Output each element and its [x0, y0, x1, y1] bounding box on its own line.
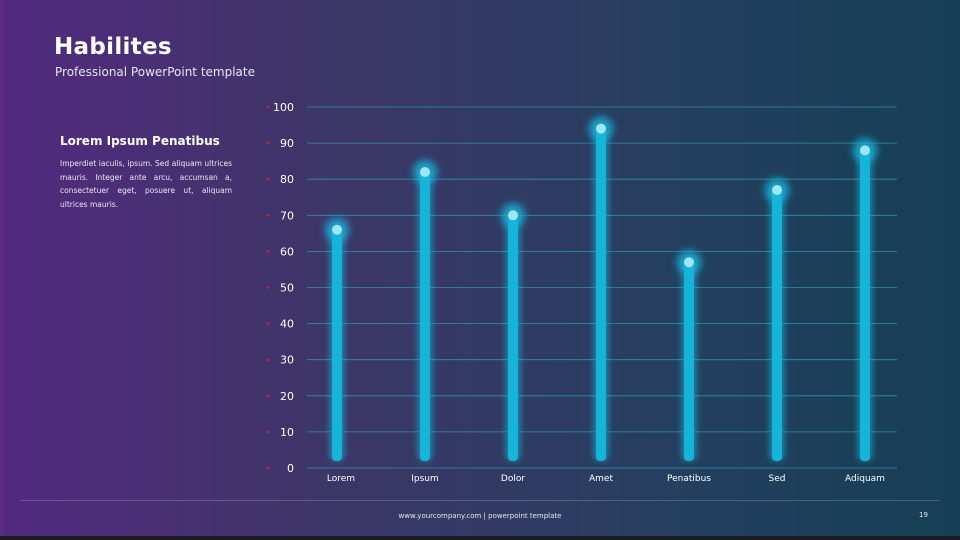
slide-title: Habilites: [54, 34, 172, 60]
y-tick-label: 10: [280, 426, 294, 439]
y-tick-label: 90: [280, 137, 294, 150]
x-tick-label: Lorem: [327, 474, 355, 484]
bar-dot: [772, 185, 782, 196]
bar: [684, 262, 694, 461]
x-tick-label: Dolor: [501, 474, 525, 484]
x-tick-label: Ipsum: [411, 474, 439, 484]
x-tick-label: Penatibus: [667, 474, 711, 484]
left-accent-strip: [0, 0, 4, 540]
bar-dot: [508, 210, 518, 221]
x-tick-label: Sed: [769, 474, 786, 484]
tick-marker-0: [266, 466, 270, 470]
bar: [508, 215, 518, 461]
tick-marker-100: [266, 105, 270, 109]
y-tick-label: 70: [280, 209, 294, 222]
tick-marker-40: [266, 322, 270, 325]
label-layer: 0 10 20 30 40 50 60 70 80 90 100 Lorem Ipsum Dolor Ame…: [273, 101, 885, 484]
grid-layer: [266, 105, 897, 470]
tick-marker-50: [266, 286, 270, 289]
tick-marker-90: [266, 141, 270, 145]
y-tick-label: 80: [280, 173, 294, 186]
bar-dot: [684, 257, 694, 268]
y-tick-label: 40: [280, 318, 294, 331]
y-tick-label: 30: [280, 354, 294, 367]
tick-marker-60: [266, 250, 270, 253]
tick-marker-70: [266, 214, 270, 217]
bar: [596, 128, 606, 461]
bar-dot: [420, 166, 430, 177]
x-tick-label: Amet: [589, 474, 613, 484]
bar: [332, 229, 342, 461]
side-body-text: Imperdiet iaculis, ipsum. Sed aliquam ul…: [60, 159, 232, 209]
tick-marker-30: [266, 358, 270, 362]
footer-text: www.yourcompany.com | powerpoint templat…: [398, 512, 562, 520]
bar: [772, 190, 782, 461]
y-tick-label: 60: [280, 245, 294, 258]
bar-dot: [596, 123, 606, 134]
tick-marker-10: [266, 430, 270, 434]
bar: [860, 150, 870, 461]
bar-dot: [332, 224, 342, 235]
tick-marker-20: [266, 394, 270, 398]
slide-subtitle: Professional PowerPoint template: [55, 65, 255, 79]
footer-divider: [20, 500, 940, 501]
y-tick-label: 50: [280, 282, 294, 295]
bar-layer: [325, 116, 877, 462]
y-tick-label: 0: [287, 462, 294, 475]
bar: [420, 171, 430, 462]
page-number: 19: [919, 511, 928, 519]
bottom-bar: [0, 536, 960, 540]
y-tick-label: 20: [280, 390, 294, 403]
tick-marker-80: [266, 177, 270, 181]
x-tick-label: Adiquam: [845, 474, 885, 484]
y-tick-label: 100: [273, 101, 294, 114]
side-heading: Lorem Ipsum Penatibus: [60, 134, 220, 148]
bar-dot: [860, 145, 870, 156]
